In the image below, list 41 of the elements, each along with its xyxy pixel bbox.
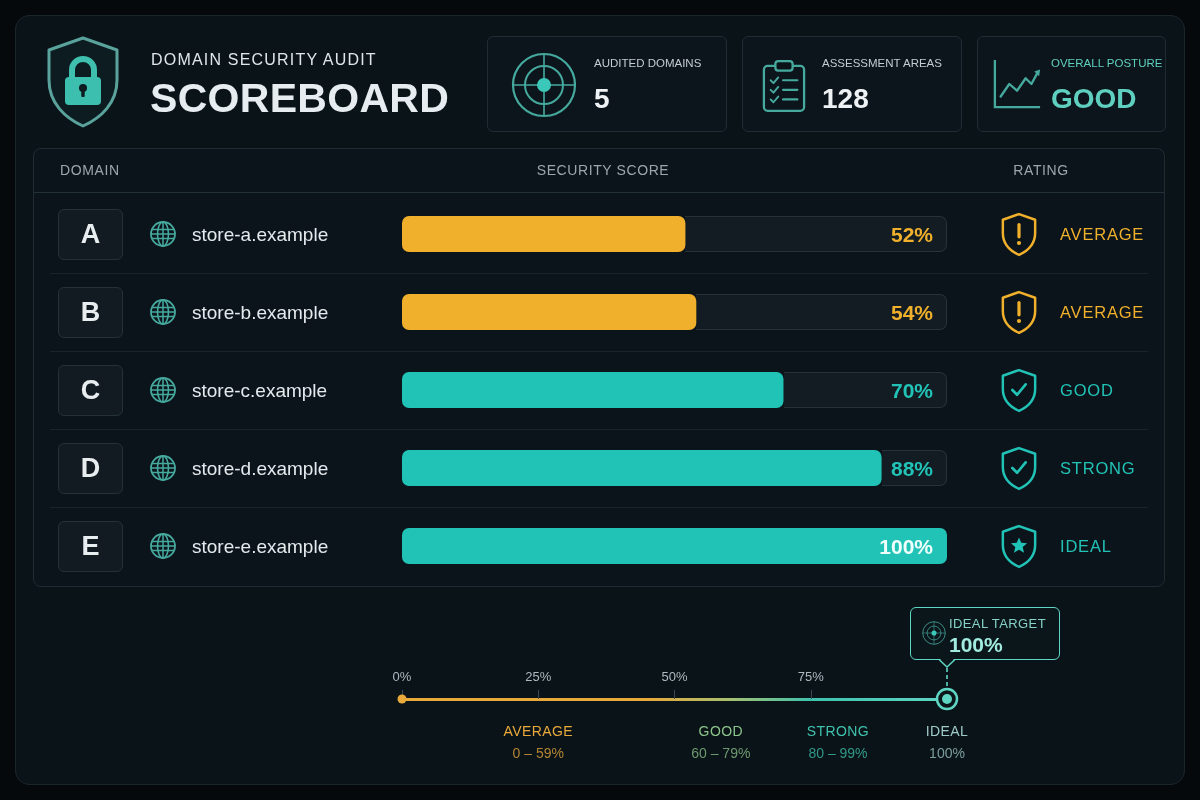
y-tick-label: store-e.example — [192, 535, 329, 557]
text: GOOD — [698, 723, 744, 739]
letter-badge: E — [58, 521, 123, 572]
text: DOMAIN — [60, 162, 120, 178]
y-tick-label: store-c.example — [192, 379, 328, 401]
stat-card: ASSESSMENT AREAS 128 — [742, 36, 962, 132]
x-tick-label: 50% — [661, 669, 688, 684]
text: 0 – 59% — [512, 745, 564, 761]
data-label: 70% — [890, 378, 934, 402]
text: SECURITY SCORE — [536, 162, 670, 178]
text: STRONG — [806, 723, 870, 739]
text: 60 – 79% — [691, 745, 751, 761]
y-tick-label: store-a.example — [192, 223, 329, 245]
text: RATING — [1013, 162, 1069, 178]
text: AVERAGE — [1060, 303, 1145, 321]
text: GOOD — [1060, 381, 1114, 399]
stat-card: AUDITED DOMAINS 5 — [487, 36, 727, 132]
text: AVERAGE — [503, 723, 573, 739]
y-tick-label: store-b.example — [192, 301, 329, 323]
x-tick-label: 0% — [392, 669, 412, 684]
chart-title: SCOREBOARD — [150, 75, 450, 121]
x-tick-label: 25% — [525, 669, 552, 684]
text: 80 – 99% — [808, 745, 868, 761]
text: STRONG — [1060, 459, 1136, 477]
y-tick-label: store-d.example — [192, 457, 329, 479]
text: IDEAL — [925, 723, 969, 739]
data-label: 100% — [879, 534, 934, 558]
text: AVERAGE — [1060, 225, 1145, 243]
stat-card: OVERALL POSTURE GOOD — [977, 36, 1166, 132]
text: DOMAIN SECURITY AUDIT — [151, 51, 377, 68]
letter-badge: B — [58, 287, 123, 338]
text: 100% — [929, 745, 965, 761]
data-label: 52% — [890, 222, 934, 246]
letter-badge: C — [58, 365, 123, 416]
text: IDEAL — [1060, 537, 1112, 555]
x-tick-label: 75% — [797, 669, 825, 684]
data-label: 88% — [890, 456, 934, 480]
letter-badge: D — [58, 443, 123, 494]
letter-badge: A — [58, 209, 123, 260]
data-label: 54% — [890, 300, 934, 324]
bar — [402, 528, 947, 564]
